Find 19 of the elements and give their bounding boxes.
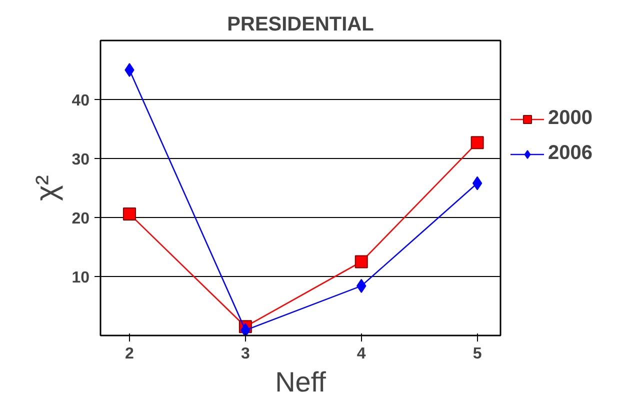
x-tick-label: 5 — [472, 346, 482, 362]
x-tick-label: 3 — [240, 346, 250, 362]
point — [122, 207, 136, 220]
point — [240, 323, 250, 336]
chart-title: PRESIDENTIAL — [227, 14, 374, 36]
point — [472, 176, 482, 190]
legend-label: 2000 — [548, 107, 592, 130]
point — [124, 63, 134, 77]
y-tick-label: 20 — [72, 210, 90, 228]
x-tick-label: 4 — [356, 346, 366, 362]
y-axis-title: χ² — [30, 175, 64, 201]
y-tick-label: 10 — [72, 270, 90, 286]
point — [354, 255, 368, 268]
x-tick-label: 2 — [125, 346, 134, 362]
y-tick-label: 40 — [72, 92, 90, 110]
y-tick-label: 30 — [72, 152, 90, 168]
x-axis-title: Neff — [275, 366, 326, 398]
point — [470, 136, 484, 150]
legend-label: 2006 — [548, 142, 592, 165]
